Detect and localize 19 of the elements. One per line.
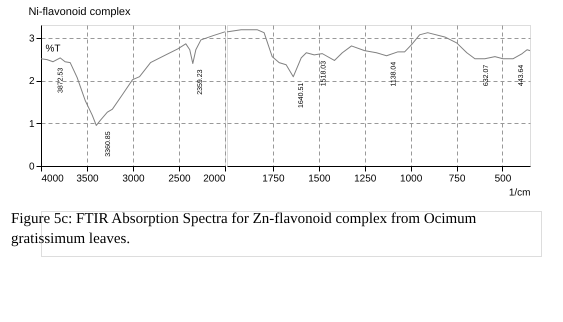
x-axis-title: 1/cm xyxy=(508,188,530,198)
caption: Figure 5c: FTIR Absorption Spectra for Zn-flavonoid complex from Ocimum gratissimum leaves. xyxy=(11,211,477,247)
x-tick-label: 1750 xyxy=(262,174,285,184)
x-tick-label: 3500 xyxy=(76,174,100,184)
x-tick-label: 1250 xyxy=(354,174,377,184)
x-tick-label: 3000 xyxy=(122,174,146,184)
x-tick-label: 1500 xyxy=(308,174,331,184)
x-tick-label: 750 xyxy=(448,174,466,184)
x-tick-label: 4000 xyxy=(42,174,64,184)
x-tick-label: 2000 xyxy=(203,174,226,184)
x-tick-label: 2500 xyxy=(168,174,192,184)
y-tick-label: 1 xyxy=(28,118,35,130)
y-tick-label: 0 xyxy=(28,162,35,172)
x-tick-label: 1000 xyxy=(400,174,423,184)
y-tick-label: 3 xyxy=(28,33,35,44)
chart-title: Ni-flavonoid complex xyxy=(28,6,132,18)
y-tick-label: 2 xyxy=(28,76,35,88)
y-axis-title: %T xyxy=(46,44,60,54)
x-tick-label: 500 xyxy=(494,174,512,184)
